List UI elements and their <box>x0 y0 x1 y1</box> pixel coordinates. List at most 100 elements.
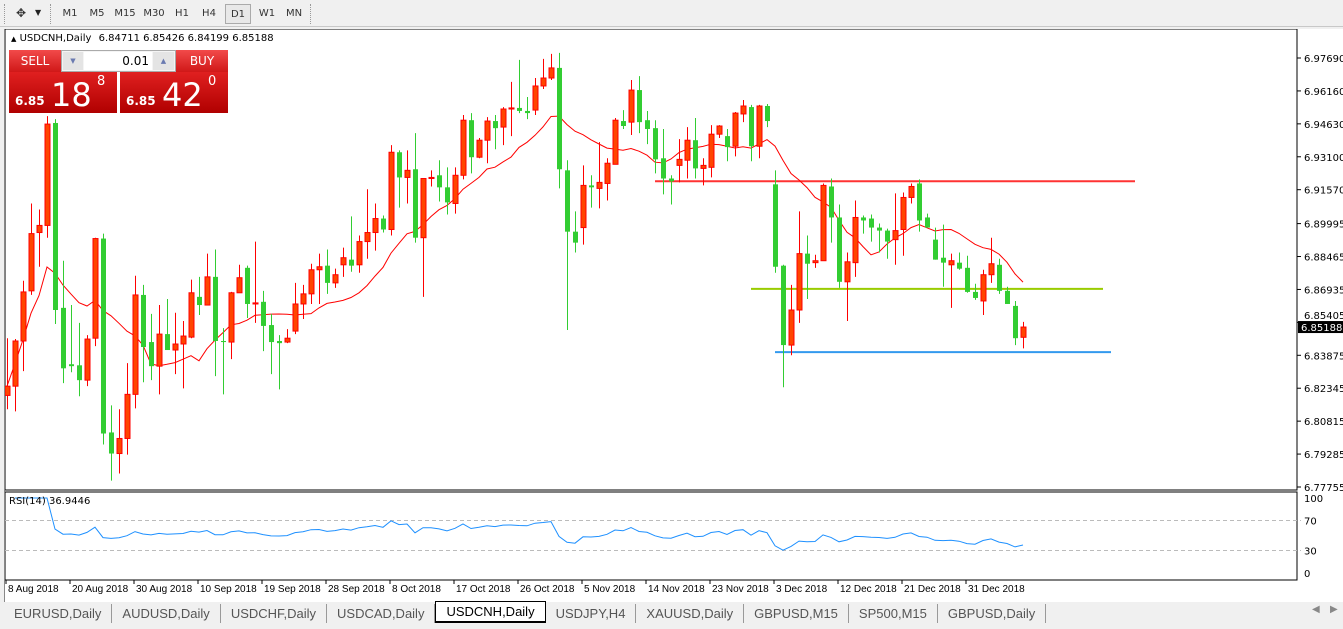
candle-body <box>628 89 635 123</box>
chart-tab[interactable]: USDCAD,Daily <box>327 604 436 623</box>
toolbar-grip[interactable] <box>4 4 7 24</box>
ohlc-values: 6.84711 6.85426 6.84199 6.85188 <box>98 33 274 44</box>
candle <box>973 283 978 300</box>
candle <box>61 260 66 384</box>
candle <box>221 328 226 395</box>
timeframe-m5[interactable]: M5 <box>89 8 105 19</box>
candle <box>188 279 195 339</box>
buy-price-fraction: 0 <box>208 74 217 89</box>
candle-body <box>565 170 570 232</box>
candle <box>740 99 747 123</box>
candle <box>829 178 834 243</box>
timeframe-w1[interactable]: W1 <box>258 8 276 19</box>
candle-body <box>197 296 202 306</box>
chart-tab[interactable]: GBPUSD,Daily <box>938 604 1047 623</box>
toolbar-grip[interactable] <box>50 4 53 24</box>
candle <box>452 167 459 214</box>
buy-price-box[interactable]: 6.85 42 0 <box>120 72 228 113</box>
chart-tab[interactable]: USDCNH,Daily <box>435 601 546 623</box>
chart-tab[interactable]: GBPUSD,M15 <box>744 604 849 623</box>
sell-button[interactable]: SELL <box>9 50 61 72</box>
timeframe-m1[interactable]: M1 <box>62 8 78 19</box>
candle-body <box>988 263 995 276</box>
candle <box>908 183 915 204</box>
candle <box>300 284 307 320</box>
candle-body <box>908 185 915 198</box>
candle-body <box>869 218 874 228</box>
candle <box>261 290 266 352</box>
decrease-lot-button[interactable]: ▼ <box>63 52 83 70</box>
candle <box>404 150 411 204</box>
candle-body <box>356 241 363 266</box>
price-chart[interactable]: 6.97690 6.96160 6.94630 6.93100 6.91570 6.899… <box>5 29 1343 602</box>
chart-window[interactable]: 6.97690 6.96160 6.94630 6.93100 6.91570 6.899… <box>4 29 1343 602</box>
candle <box>252 241 259 323</box>
price-axis-label: 6.86935 <box>1304 285 1343 296</box>
candle-body <box>5 385 11 396</box>
lot-spinner[interactable]: ▼ 0.01 ▲ <box>61 50 176 72</box>
timeframe-h4[interactable]: H4 <box>202 8 216 19</box>
price-axis-label: 6.93100 <box>1304 153 1343 164</box>
date-axis-label: 19 Sep 2018 <box>264 584 321 595</box>
price-axis-label: 6.83875 <box>1304 351 1343 362</box>
candle-body <box>228 292 235 343</box>
price-axis-label: 6.85405 <box>1304 311 1343 322</box>
candle <box>820 183 827 262</box>
tab-scroll-right-icon[interactable]: ▶ <box>1330 604 1338 615</box>
candle <box>236 264 243 294</box>
chart-tab[interactable]: XAUUSD,Daily <box>636 604 745 623</box>
chart-tab[interactable]: SP500,M15 <box>849 604 938 623</box>
candle <box>132 275 139 409</box>
candle <box>517 59 522 114</box>
candle-body <box>604 162 611 184</box>
candle <box>180 320 187 389</box>
candle <box>493 115 498 150</box>
candle-body <box>28 233 35 292</box>
candle <box>156 305 163 395</box>
chart-tab[interactable]: EURUSD,Daily <box>4 604 113 623</box>
candle-body <box>36 224 43 234</box>
price-axis-label: 6.80815 <box>1304 417 1343 428</box>
timeframe-mn[interactable]: MN <box>285 8 303 19</box>
date-axis-label: 14 Nov 2018 <box>648 584 705 595</box>
candle-body <box>525 110 530 114</box>
timeframe-d1[interactable]: D1 <box>225 4 251 24</box>
candle-body <box>900 196 907 231</box>
candle <box>413 133 418 243</box>
candle <box>877 223 882 253</box>
candle-body <box>540 77 547 87</box>
timeframe-toolbar: ✥ ▼ M1 M5 M15 M30 H1 H4 D1 W1 MN <box>0 0 1343 27</box>
chart-tab[interactable]: USDCHF,Daily <box>221 604 328 623</box>
candle-body <box>397 152 402 178</box>
increase-lot-button[interactable]: ▲ <box>153 52 174 70</box>
chevron-down-icon[interactable]: ▼ <box>35 8 42 17</box>
candle-body <box>573 231 578 243</box>
crosshair-arrows-icon[interactable]: ✥ <box>16 6 27 20</box>
sell-price-box[interactable]: 6.85 18 8 <box>9 72 117 113</box>
price-axis-label: 6.89995 <box>1304 220 1343 231</box>
candle <box>756 104 763 159</box>
candle-body <box>61 307 66 369</box>
timeframe-m15[interactable]: M15 <box>114 8 136 19</box>
timeframe-m30[interactable]: M30 <box>143 8 165 19</box>
collapse-triangle-icon[interactable]: ▲ <box>11 35 17 43</box>
chart-tab[interactable]: AUDUSD,Daily <box>112 604 221 623</box>
chart-tab[interactable]: USDJPY,H4 <box>546 604 637 623</box>
candle <box>141 284 146 383</box>
tab-scroll-left-icon[interactable]: ◀ <box>1312 604 1320 615</box>
candle <box>997 258 1002 294</box>
candle <box>980 269 987 315</box>
candle-body <box>493 121 498 129</box>
candle <box>669 175 674 205</box>
candle-body <box>837 217 842 282</box>
lot-input[interactable]: 0.01 <box>84 52 152 70</box>
candle-body <box>213 276 218 341</box>
date-axis-label: 26 Oct 2018 <box>520 584 575 595</box>
buy-button[interactable]: BUY <box>176 50 228 72</box>
candle <box>773 170 778 273</box>
timeframe-h1[interactable]: H1 <box>175 8 189 19</box>
candle <box>812 254 819 268</box>
candle <box>508 81 515 137</box>
candle-body <box>852 216 859 264</box>
date-axis-label: 23 Nov 2018 <box>712 584 769 595</box>
